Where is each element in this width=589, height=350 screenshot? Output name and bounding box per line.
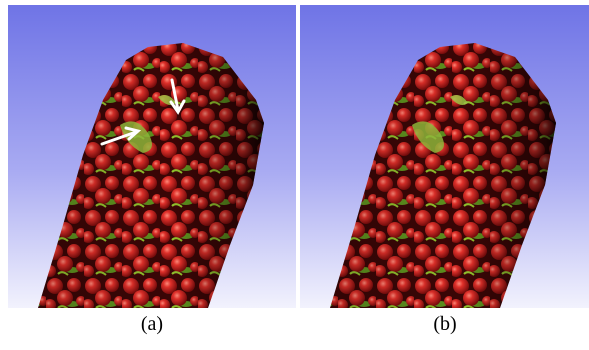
page: (a) (b) (() => { const data = JSON.parse… [0,0,589,350]
caption: (a) [141,313,163,335]
caption: (b) [433,313,456,335]
figure: (a) (b) [0,0,589,350]
panel-b: (b) [300,5,589,335]
panel-a: (a) [8,5,296,335]
